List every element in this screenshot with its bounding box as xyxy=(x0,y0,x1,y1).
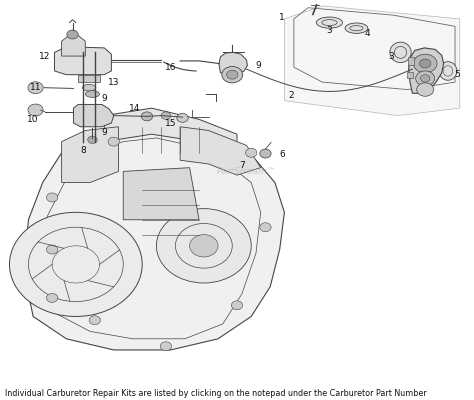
Circle shape xyxy=(417,83,434,96)
Circle shape xyxy=(260,149,271,158)
Text: 6: 6 xyxy=(279,150,285,159)
Circle shape xyxy=(28,104,43,116)
Circle shape xyxy=(156,208,251,283)
Polygon shape xyxy=(219,52,247,74)
Circle shape xyxy=(416,71,435,86)
Text: Individual Carburetor Repair Kits are listed by clicking on the notepad under th: Individual Carburetor Repair Kits are li… xyxy=(5,389,427,398)
Polygon shape xyxy=(409,48,444,93)
Text: 9: 9 xyxy=(101,94,107,103)
Polygon shape xyxy=(180,127,261,175)
Circle shape xyxy=(420,75,430,82)
Circle shape xyxy=(161,112,171,119)
Ellipse shape xyxy=(439,62,457,80)
Polygon shape xyxy=(55,47,111,75)
Polygon shape xyxy=(284,6,460,116)
Text: 2: 2 xyxy=(289,91,294,100)
Circle shape xyxy=(9,212,142,316)
Ellipse shape xyxy=(390,42,411,62)
Circle shape xyxy=(177,113,188,122)
Text: 1: 1 xyxy=(279,12,285,22)
Text: 10: 10 xyxy=(27,115,39,124)
Circle shape xyxy=(88,136,97,144)
Text: 16: 16 xyxy=(165,63,176,72)
Bar xyxy=(78,76,100,82)
Polygon shape xyxy=(73,104,114,127)
Text: PartStream™: PartStream™ xyxy=(217,167,276,176)
Text: 15: 15 xyxy=(165,118,176,128)
Text: 12: 12 xyxy=(39,52,51,60)
Ellipse shape xyxy=(345,23,368,33)
Circle shape xyxy=(46,245,58,254)
Text: 14: 14 xyxy=(129,104,141,113)
Circle shape xyxy=(67,30,78,39)
Text: 3: 3 xyxy=(388,52,394,60)
Polygon shape xyxy=(24,123,284,350)
Text: 7: 7 xyxy=(239,161,245,170)
Circle shape xyxy=(108,137,119,146)
Polygon shape xyxy=(62,36,85,56)
Ellipse shape xyxy=(82,84,96,91)
Circle shape xyxy=(160,342,172,351)
Circle shape xyxy=(413,54,437,73)
Text: 4: 4 xyxy=(365,29,370,38)
Circle shape xyxy=(419,59,431,68)
Text: 13: 13 xyxy=(108,78,119,87)
Text: 3: 3 xyxy=(327,26,332,34)
Bar xyxy=(408,57,414,65)
Circle shape xyxy=(227,70,238,79)
Text: 8: 8 xyxy=(80,146,86,156)
Polygon shape xyxy=(104,108,237,153)
Circle shape xyxy=(46,193,58,202)
Bar xyxy=(407,72,413,78)
Circle shape xyxy=(28,82,43,94)
Circle shape xyxy=(141,112,153,121)
Circle shape xyxy=(89,316,100,325)
Text: 11: 11 xyxy=(30,83,41,92)
Polygon shape xyxy=(123,168,199,220)
Circle shape xyxy=(190,235,218,257)
Circle shape xyxy=(222,66,243,83)
Polygon shape xyxy=(62,127,118,182)
Text: 5: 5 xyxy=(455,70,460,79)
Ellipse shape xyxy=(85,91,100,97)
Circle shape xyxy=(231,301,243,310)
Circle shape xyxy=(46,294,58,302)
Circle shape xyxy=(260,223,271,232)
Circle shape xyxy=(246,148,257,157)
Ellipse shape xyxy=(316,17,342,28)
Text: 9: 9 xyxy=(101,128,107,137)
Text: 9: 9 xyxy=(255,61,261,70)
